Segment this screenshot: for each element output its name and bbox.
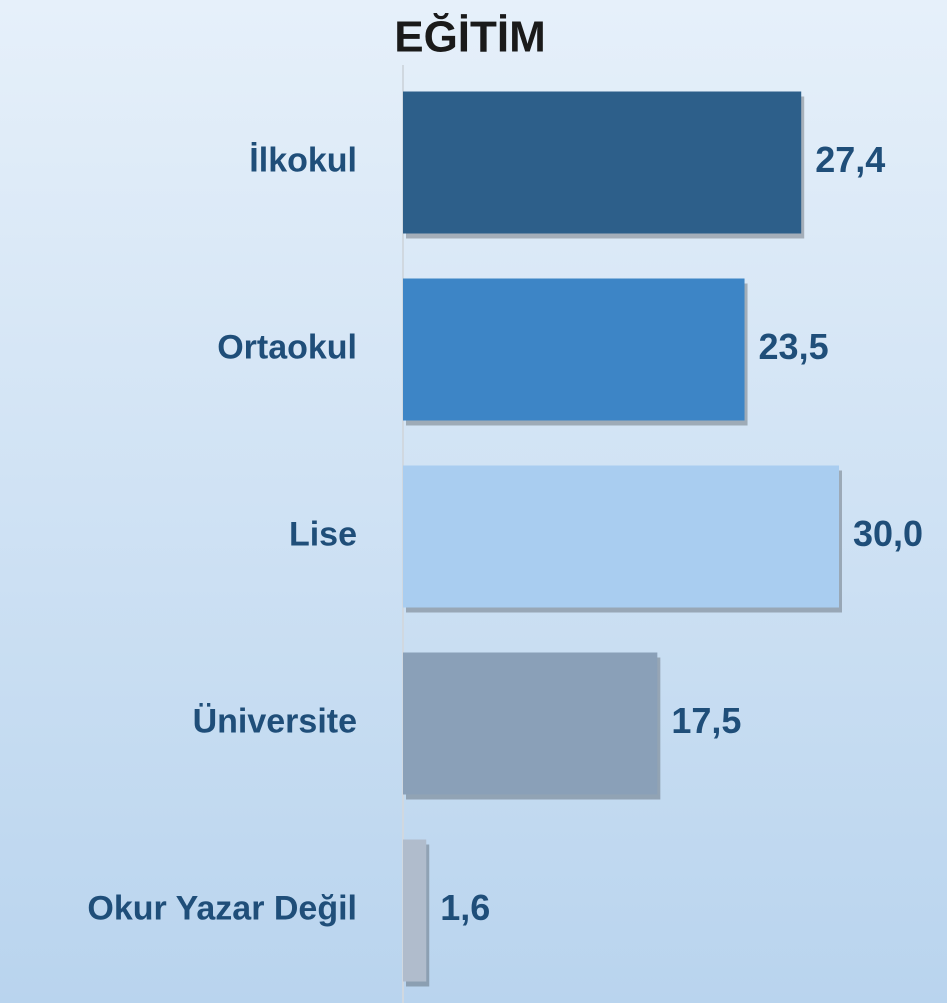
category-label: Üniversite: [193, 702, 357, 740]
category-label: Lise: [289, 515, 357, 553]
value-label: 27,4: [815, 139, 885, 180]
bar: [403, 839, 427, 982]
category-label: İlkokul: [249, 141, 357, 179]
value-label: 17,5: [671, 700, 741, 741]
category-label: Ortaokul: [217, 328, 357, 366]
chart-title: EĞİTİM: [394, 12, 546, 62]
bar: [403, 91, 802, 234]
value-label: 23,5: [759, 326, 829, 367]
bar: [403, 465, 839, 608]
bar: [403, 278, 745, 421]
value-label: 1,6: [440, 887, 490, 928]
bar: [403, 652, 658, 795]
category-label: Okur Yazar Değil: [87, 889, 357, 927]
value-label: 30,0: [853, 513, 923, 554]
